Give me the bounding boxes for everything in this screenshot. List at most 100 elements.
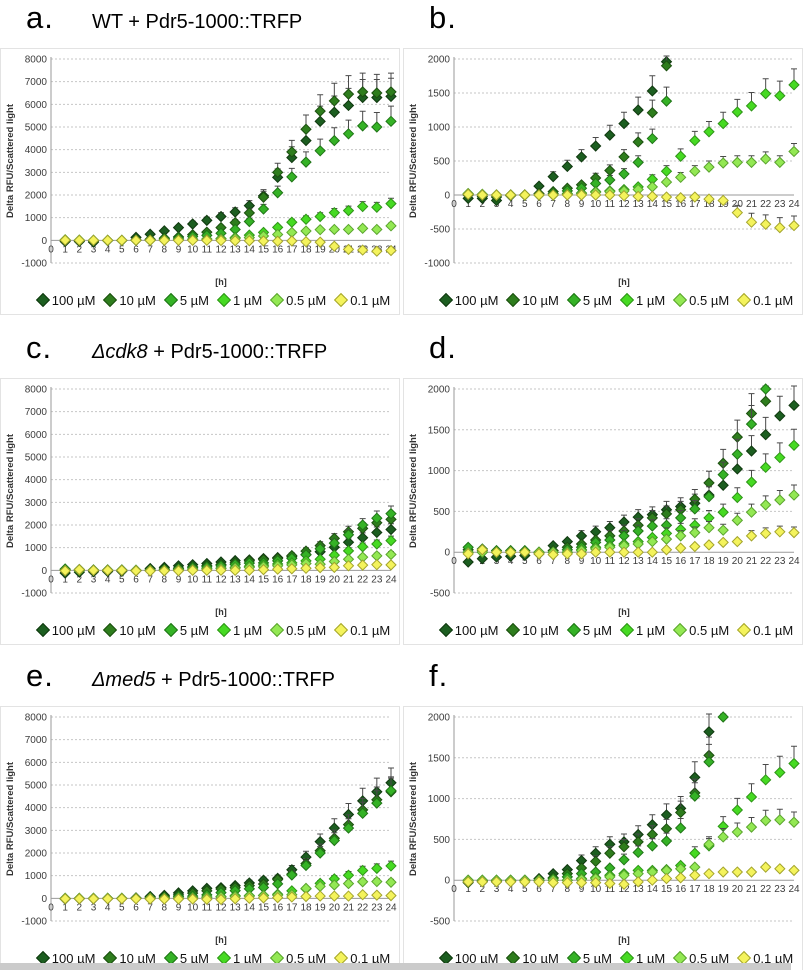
y-tick-label: -1000 (21, 259, 47, 270)
data-point-marker (476, 544, 489, 556)
data-point-marker (632, 190, 644, 203)
y-tick-label: 8000 (25, 385, 48, 396)
data-point-marker (342, 99, 355, 112)
data-point-marker (703, 867, 715, 880)
panel-letter-d: d. (429, 330, 457, 365)
y-tick-label: 1000 (428, 794, 451, 805)
x-tick-label: 9 (579, 556, 585, 567)
data-point-marker (130, 234, 142, 247)
panel-d-header: d. (403, 330, 803, 378)
data-point-marker (87, 893, 100, 905)
data-point-marker (745, 418, 758, 430)
x-tick-label: 3 (91, 902, 97, 913)
data-point-marker (462, 556, 474, 568)
x-tick-label: 18 (703, 884, 715, 895)
data-point-marker (618, 854, 630, 866)
x-tick-label: 3 (91, 244, 97, 255)
data-point-marker (314, 890, 326, 902)
legend-diamond-icon (619, 622, 635, 638)
data-point-marker (215, 234, 227, 247)
data-point-marker (646, 546, 659, 558)
data-point-marker (172, 893, 185, 905)
data-point-marker (342, 88, 355, 100)
data-point-marker (286, 216, 298, 228)
data-point-marker (186, 234, 199, 247)
data-point-marker (371, 223, 383, 236)
data-point-marker (300, 562, 312, 575)
y-tick-label: 0 (444, 548, 450, 559)
data-point-marker (731, 535, 744, 548)
data-point-marker (371, 797, 383, 809)
data-point-marker (243, 235, 256, 247)
data-point-marker (717, 866, 729, 878)
data-point-marker (547, 876, 559, 889)
chart-b: 2000150010005000-500-1000012345678910111… (404, 49, 802, 291)
data-point-marker (130, 893, 142, 905)
series-0.5-µM (462, 484, 800, 558)
legend-label: 0.1 µM (753, 293, 794, 308)
data-point-marker (300, 213, 312, 225)
series-0.1-µM (462, 525, 800, 561)
legend-item-10-µM: 10 µM (506, 622, 559, 638)
data-point-marker (271, 187, 284, 199)
data-point-marker (314, 236, 326, 248)
legend-label: 0.5 µM (286, 623, 327, 638)
data-point-marker (632, 846, 644, 859)
data-point-marker (774, 451, 786, 464)
data-point-marker (689, 191, 701, 203)
x-tick-label: 5 (522, 884, 528, 895)
chart-a: 8000 7000 6000 5000 4000 3000 2000 1000 0 -1000 0 1… (1, 49, 399, 291)
legend-label: 0.1 µM (350, 293, 391, 308)
data-point-marker (674, 150, 687, 162)
x-tick-label: 14 (244, 902, 256, 913)
data-point-marker (371, 87, 383, 99)
x-tick-label: 10 (187, 574, 199, 585)
panel-letter-e: e. (26, 658, 54, 693)
data-point-marker (243, 215, 256, 228)
legend-label: 0.5 µM (689, 293, 730, 308)
legend-label: 0.5 µM (689, 623, 730, 638)
data-point-marker (215, 210, 227, 223)
data-point-marker (342, 822, 355, 834)
panel-f-header: f. (403, 658, 803, 706)
data-point-marker (257, 563, 270, 576)
x-tick-label: 4 (105, 902, 111, 913)
data-point-marker (731, 106, 744, 118)
data-point-marker (618, 117, 630, 130)
data-point-marker (759, 861, 772, 873)
data-point-marker (788, 526, 800, 539)
data-point-marker (116, 893, 128, 905)
data-point-marker (689, 165, 701, 177)
data-point-marker (604, 546, 616, 558)
data-point-marker (342, 128, 355, 140)
legend-diamond-icon (103, 292, 118, 308)
chart-box-c: 8000 7000 6000 5000 4000 3000 2000 1000 0 -1000 0 1… (0, 378, 400, 645)
legend-item-100-µM: 100 µM (438, 292, 498, 308)
data-point-marker (561, 189, 574, 201)
legend-diamond-icon (737, 292, 752, 308)
y-tick-label: 5000 (25, 123, 48, 134)
legend-diamond-icon (438, 292, 453, 308)
figure-bottom-edge (0, 963, 791, 970)
data-point-marker (356, 222, 369, 235)
data-point-marker (745, 866, 758, 878)
data-point-marker (774, 90, 786, 102)
legend-diamond-icon (737, 622, 752, 638)
y-tick-label: 7000 (25, 407, 48, 418)
legend-e: 100 µM 10 µM 5 µM 1 µM 0.5 µM 0.1 µM (1, 949, 399, 970)
data-point-marker (172, 234, 185, 247)
legend-diamond-icon (506, 622, 521, 638)
x-axis-title: [h] (215, 607, 227, 617)
x-tick-label: 5 (119, 574, 125, 585)
data-point-marker (774, 221, 786, 234)
panel-b-header: b. (403, 0, 803, 48)
data-point-marker (689, 540, 701, 553)
legend-diamond-icon (216, 292, 232, 308)
x-tick-label: 8 (565, 556, 571, 567)
data-point-marker (144, 234, 156, 247)
y-tick-label: 8000 (25, 55, 48, 66)
data-point-marker (371, 875, 383, 888)
data-point-marker (689, 869, 701, 882)
data-point-marker (604, 877, 616, 890)
